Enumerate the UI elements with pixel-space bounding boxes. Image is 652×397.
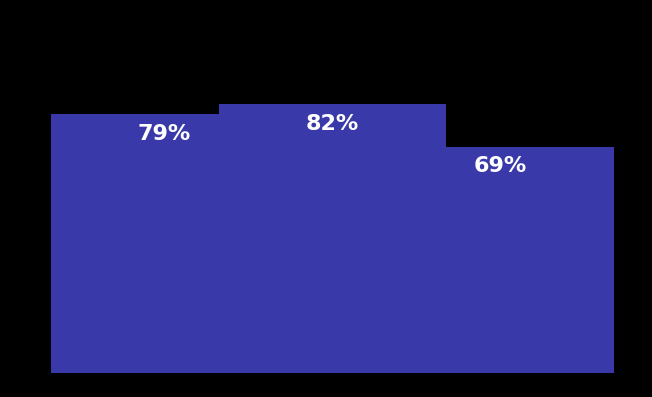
Text: 82%: 82% bbox=[306, 114, 359, 134]
Bar bbox=[51, 114, 278, 373]
Bar bbox=[218, 104, 447, 373]
Text: 79%: 79% bbox=[138, 123, 191, 144]
Text: 69%: 69% bbox=[474, 156, 527, 176]
Bar bbox=[387, 146, 614, 373]
